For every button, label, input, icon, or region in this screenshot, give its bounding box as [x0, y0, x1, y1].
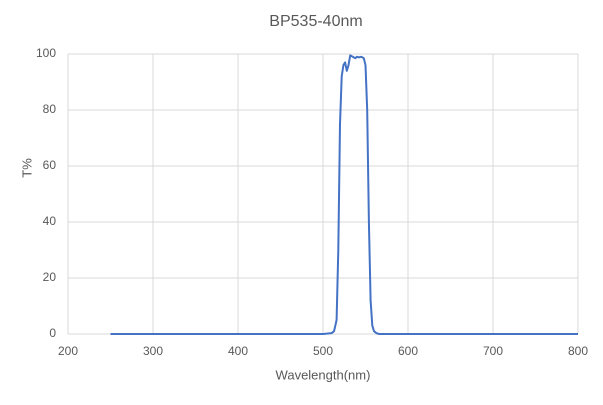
- x-tick-label: 500: [313, 344, 333, 358]
- y-axis-label: T%: [19, 158, 34, 178]
- x-tick-label: 400: [228, 344, 248, 358]
- x-tick-label: 300: [143, 344, 163, 358]
- y-tick-label: 80: [43, 102, 57, 116]
- y-tick-label: 20: [43, 270, 57, 284]
- y-tick-label: 40: [43, 214, 57, 228]
- x-tick-label: 600: [398, 344, 418, 358]
- x-axis-label: Wavelength(nm): [276, 367, 371, 382]
- chart-title: BP535-40nm: [269, 13, 362, 30]
- y-tick-label: 100: [36, 46, 56, 60]
- x-tick-label: 700: [483, 344, 503, 358]
- x-tick-label: 800: [568, 344, 588, 358]
- x-tick-label: 200: [58, 344, 78, 358]
- data-line: [110, 54, 578, 335]
- y-tick-label: 60: [43, 158, 57, 172]
- y-tick-label: 0: [49, 326, 56, 340]
